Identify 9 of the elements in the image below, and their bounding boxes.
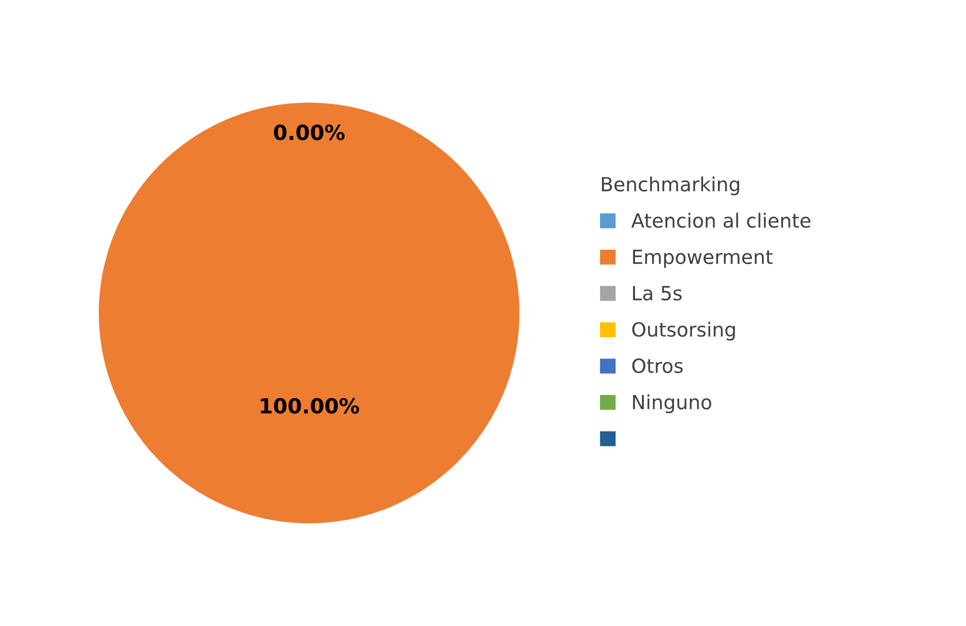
data-label: 100.00% — [260, 398, 360, 414]
legend-label: Atencion al cliente — [631, 212, 810, 228]
legend-label: Empowerment — [633, 250, 773, 268]
legend-label: Outsorsing — [632, 322, 735, 341]
text: 0.00% — [274, 124, 345, 140]
legend-label: Otros — [632, 358, 683, 374]
legend-label: La 5s — [633, 286, 682, 300]
legend-title: Benchmarking — [602, 176, 740, 196]
legend-label: Ninguno — [633, 394, 712, 414]
